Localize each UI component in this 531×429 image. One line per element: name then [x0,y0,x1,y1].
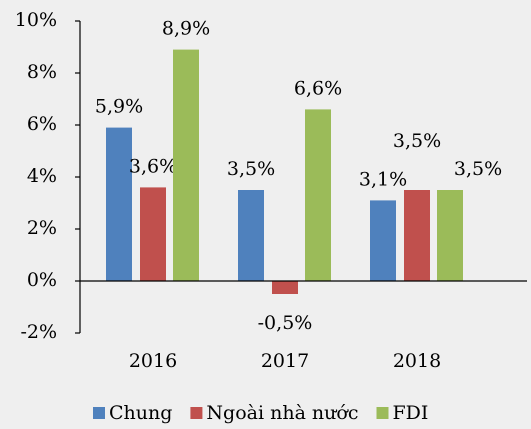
value-label: 3,1% [359,168,407,190]
y-tick-label: 2% [27,217,57,239]
bar [305,109,331,282]
x-tick-label: 2017 [261,350,309,372]
legend-swatch [376,407,389,419]
value-label: -0,5% [258,312,313,334]
legend-label: FDI [393,402,429,424]
value-label: 8,9% [162,18,210,40]
bar [272,281,298,294]
legend-swatch [190,407,203,419]
bar [238,190,264,281]
legend-swatch [93,407,105,419]
value-label: 3,5% [454,158,502,180]
x-tick-label: 2016 [129,350,177,372]
value-label: 3,6% [129,155,177,177]
value-label: 3,5% [227,158,275,180]
legend-label: Ngoài nhà nước [206,402,358,424]
bar [437,190,463,281]
bar [173,49,199,281]
legend-label: Chung [109,402,172,424]
y-tick-label: 10% [15,9,57,31]
value-label: 5,9% [95,96,143,118]
value-label: 3,5% [393,130,441,152]
y-tick-label: 6% [27,113,57,135]
x-tick-label: 2018 [393,350,441,372]
y-tick-label: 0% [27,269,57,291]
bar [140,187,166,281]
y-tick-label: 4% [27,165,57,187]
y-tick-label: 8% [27,61,57,83]
bar [106,127,132,281]
bar [404,190,430,281]
bar [370,200,396,281]
y-tick-label: -2% [20,321,57,343]
value-label: 6,6% [294,77,342,99]
